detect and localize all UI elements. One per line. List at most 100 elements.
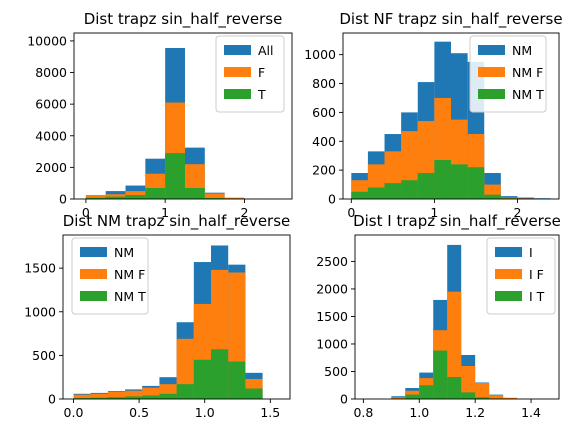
x-tick-label: 1.5: [260, 405, 280, 420]
legend-swatch: [478, 45, 505, 55]
legend-label: T: [257, 87, 266, 102]
legend-swatch: [495, 247, 522, 257]
x-tick-label: 1: [430, 205, 438, 220]
chart-title: Dist trapz sin_half_reverse: [84, 10, 283, 29]
legend-swatch: [224, 89, 251, 99]
y-tick-label: 6000: [35, 97, 67, 112]
legend-swatch: [495, 269, 522, 279]
bar-nm-t-8: [211, 349, 229, 399]
y-tick-label: 500: [324, 364, 348, 379]
bar-t-3: [145, 187, 166, 199]
bar-t-6: [204, 198, 225, 199]
legend-swatch: [80, 269, 107, 279]
bar-nm-f-6: [176, 338, 194, 399]
bar-nm-t-7: [193, 359, 212, 399]
y-tick-label: 0: [59, 192, 67, 207]
chart-title: Dist I trapz sin_half_reverse: [353, 212, 561, 231]
legend-swatch: [80, 247, 107, 257]
bar-t-5: [184, 187, 205, 199]
legend-label: I T: [529, 289, 545, 304]
legend-label: NM F: [512, 65, 543, 80]
legend-swatch: [495, 291, 522, 301]
bar-nm-f-2: [107, 392, 126, 399]
bar-i-t-2: [419, 385, 434, 399]
x-tick-label: 0.5: [129, 405, 149, 420]
axes-frame: [354, 234, 560, 400]
bar-nm-t-4: [417, 173, 435, 199]
x-tick-label: 0: [347, 205, 355, 220]
x-tick-label: 0.8: [353, 405, 373, 420]
bar-i-f-4: [447, 291, 462, 399]
bar-nm-t-6: [451, 164, 468, 199]
legend-label: F: [258, 65, 265, 80]
bar-nm-t-7: [467, 167, 485, 199]
legend-label: NM T: [114, 289, 146, 304]
y-tick-label: 200: [312, 163, 336, 178]
bar-f-7: [224, 198, 245, 199]
x-tick-label: 1.0: [409, 405, 429, 420]
subplot-2: 0 1 2 0 200 400 600 800 1000 Dist NF trapz sin_ha…: [304, 10, 562, 220]
y-tick-label: 1000: [24, 304, 56, 319]
bar-nm-t-1: [90, 397, 108, 399]
x-tick-label: 1: [161, 205, 169, 220]
bar-nm-t-3: [125, 396, 143, 399]
bar-nm-9: [500, 196, 518, 199]
bar-i-t-3: [433, 350, 448, 399]
bar-i-f-6: [475, 383, 490, 399]
bar-i-t-1: [405, 394, 420, 399]
x-tick-label: 1.0: [195, 405, 215, 420]
bar-nm-t-5: [434, 160, 451, 199]
bar-nm-f-4: [142, 387, 160, 399]
bar-nm-t-5: [159, 393, 177, 399]
bar-t-4: [165, 153, 185, 199]
legend-swatch: [224, 67, 251, 77]
y-tick-label: 4000: [35, 128, 67, 143]
bar-nm-t-1: [367, 187, 385, 199]
axes-frame: [73, 32, 293, 200]
y-tick-label: 0: [48, 392, 56, 407]
y-tick-label: 400: [312, 134, 336, 149]
bar-i-f-5: [461, 365, 476, 399]
legend-label: I F: [529, 267, 544, 282]
bar-nm-t-4: [142, 395, 160, 399]
legend-label: All: [258, 43, 274, 58]
bar-i-f-8: [503, 397, 518, 399]
axes-frame: [342, 32, 560, 200]
subplot-1: 0 1 2 0 2000 4000 6000 8000 10000 Dist trapz sin_…: [27, 10, 293, 220]
bar-nm-t-6: [176, 384, 194, 399]
bar-f-6: [204, 193, 225, 199]
y-tick-label: 1000: [304, 47, 336, 62]
legend-label: NM: [512, 43, 532, 58]
bar-nm-f-3: [125, 390, 143, 399]
y-tick-label: 0: [328, 192, 336, 207]
bar-t-0: [85, 197, 106, 199]
subplot-4: 0.8 1.0 1.2 1.4 0 500 1000 1500 2000 2500 Dist I t…: [316, 212, 561, 420]
y-tick-label: 10000: [27, 33, 67, 48]
bar-i-f-7: [489, 395, 504, 399]
y-tick-label: 2000: [35, 160, 67, 175]
bar-nm-t-9: [228, 361, 246, 399]
bar-nm-t-8: [484, 194, 501, 199]
y-tick-label: 8000: [35, 65, 67, 80]
x-tick-label: 0: [82, 205, 90, 220]
y-tick-label: 2000: [316, 281, 348, 296]
x-tick-label: 2: [240, 205, 248, 220]
legend-label: NM T: [512, 87, 544, 102]
bar-nm-t-2: [384, 183, 402, 199]
x-tick-label: 1.4: [521, 405, 541, 420]
legend-swatch: [80, 291, 107, 301]
legend-swatch: [478, 67, 505, 77]
bar-i-t-5: [461, 392, 476, 399]
bar-nm-f-1: [90, 393, 108, 399]
x-tick-label: 2: [513, 205, 521, 220]
y-tick-label: 1500: [24, 261, 56, 276]
x-tick-label: 0.0: [64, 405, 84, 420]
bar-f-0: [85, 195, 106, 199]
legend-swatch: [478, 89, 505, 99]
bar-nm-t-0: [351, 191, 368, 199]
y-tick-label: 600: [312, 105, 336, 120]
y-tick-label: 0: [340, 392, 348, 407]
bar-i-t-6: [475, 397, 490, 399]
axes-frame: [62, 234, 291, 400]
